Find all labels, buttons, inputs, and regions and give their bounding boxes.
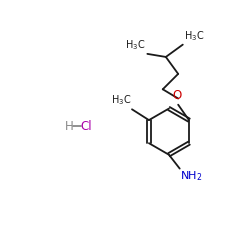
Text: Cl: Cl — [80, 120, 92, 133]
Text: NH$_2$: NH$_2$ — [180, 169, 203, 183]
Text: O: O — [173, 90, 182, 102]
Text: H$_3$C: H$_3$C — [126, 38, 146, 52]
Text: H$_3$C: H$_3$C — [111, 93, 131, 107]
Text: H$_3$C: H$_3$C — [184, 29, 205, 43]
Text: H: H — [64, 120, 73, 133]
